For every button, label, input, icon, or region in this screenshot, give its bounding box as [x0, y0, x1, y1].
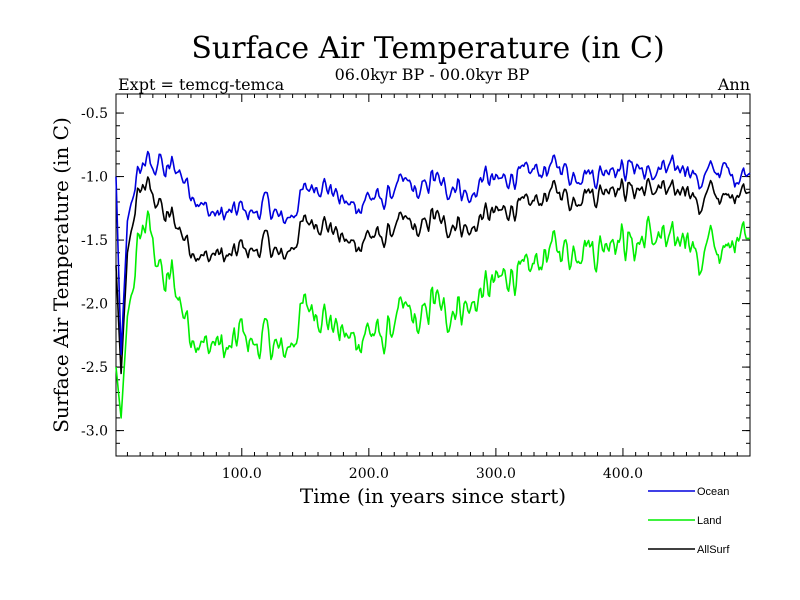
- x-axis-label: Time (in years since start): [300, 484, 566, 508]
- x-axis: 100.0 200.0 300.0 400.0: [126, 94, 738, 482]
- legend-label-allsurf: AllSurf: [697, 544, 730, 556]
- plot-frame: [115, 93, 751, 457]
- series-layer: [115, 150, 751, 419]
- chart-subtitle: 06.0kyr BP - 00.0kyr BP: [335, 65, 530, 84]
- x-tick-label: 100.0: [222, 466, 262, 482]
- y-tick-label: -1.5: [81, 233, 108, 249]
- y-tick-label: -2.5: [81, 360, 108, 376]
- y-axis: -3.0 -2.5 -2.0 -1.5 -1.0 -0.5: [81, 106, 750, 444]
- y-tick-label: -1.0: [81, 170, 108, 186]
- series-line-allsurf: [115, 176, 751, 375]
- series-line-land: [115, 210, 751, 419]
- chart-title: Surface Air Temperature (in C): [191, 31, 664, 66]
- y-tick-label: -0.5: [81, 106, 108, 122]
- season-label: Ann: [717, 75, 750, 94]
- series-line-ocean: [115, 150, 751, 356]
- x-tick-label: 200.0: [349, 466, 389, 482]
- y-tick-label: -3.0: [81, 424, 108, 440]
- legend-label-ocean: Ocean: [697, 486, 729, 498]
- legend-label-land: Land: [697, 515, 721, 527]
- y-tick-label: -2.0: [81, 297, 108, 313]
- x-tick-label: 300.0: [476, 466, 516, 482]
- x-tick-label: 400.0: [603, 466, 643, 482]
- legend: Ocean Land AllSurf: [648, 486, 730, 556]
- expt-label: Expt = temcg-temca: [118, 75, 285, 94]
- y-axis-label: Surface Air Temperature (in C): [49, 117, 73, 433]
